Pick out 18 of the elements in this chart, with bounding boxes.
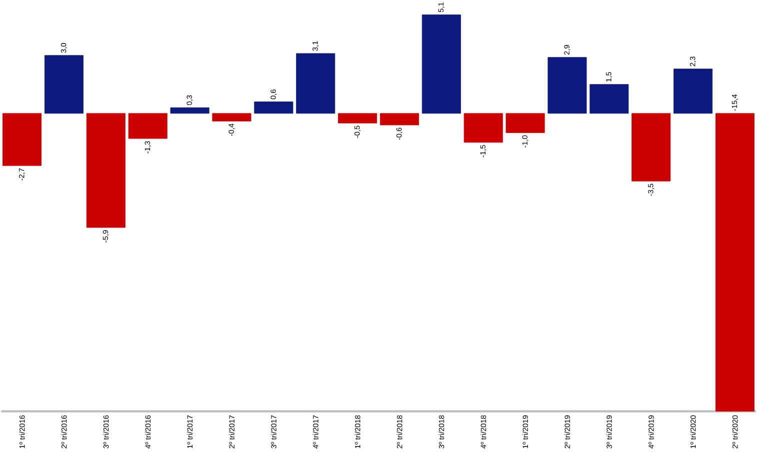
bar bbox=[296, 53, 336, 114]
bar bbox=[128, 113, 168, 139]
bar bbox=[170, 107, 210, 114]
bar bbox=[715, 113, 754, 412]
bar bbox=[44, 55, 84, 114]
bar bbox=[674, 68, 713, 114]
bar bbox=[212, 113, 252, 122]
bar bbox=[254, 101, 294, 114]
bar bbox=[86, 113, 126, 228]
bar bbox=[506, 113, 545, 133]
bar bbox=[632, 113, 671, 182]
bar bbox=[422, 14, 461, 114]
bar bbox=[2, 113, 42, 166]
bar bbox=[380, 113, 419, 126]
bar bbox=[548, 57, 587, 114]
bar bbox=[590, 84, 629, 114]
bar bbox=[464, 113, 503, 143]
bar bbox=[338, 113, 378, 124]
